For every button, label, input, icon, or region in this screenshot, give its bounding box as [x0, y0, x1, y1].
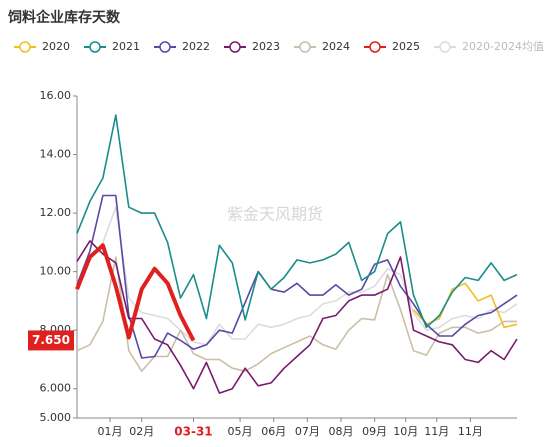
legend-marker [229, 41, 241, 53]
x-tick-label: 11月 [424, 425, 449, 438]
y-tick-label: 6.000 [40, 382, 72, 395]
x-tick-label: 08月 [329, 425, 354, 438]
legend-marker [369, 41, 381, 53]
legend-item: 2020 [14, 40, 70, 53]
y-tick-label: 12.00 [40, 206, 72, 219]
x-tick-label: 05月 [228, 425, 253, 438]
x-tick-label: 01月 [98, 425, 123, 438]
legend-item: 2021 [84, 40, 140, 53]
chart-title: 饲料企业库存天数 [7, 9, 121, 26]
legend-marker [19, 41, 31, 53]
x-tick-label: 06月 [261, 425, 286, 438]
x-tick-label: 11月 [458, 425, 483, 438]
legend-label: 2021 [112, 40, 140, 53]
legend-label: 2022 [182, 40, 210, 53]
legend-item: 2022 [154, 40, 210, 53]
x-tick-label: 02月 [129, 425, 154, 438]
legend-marker [159, 41, 171, 53]
x-tick-label: 07月 [295, 425, 320, 438]
legend-label: 2024 [322, 40, 350, 53]
legend-marker [439, 41, 451, 53]
series-line [76, 206, 518, 346]
legend-label: 2025 [392, 40, 420, 53]
x-tick-label: 10月 [393, 425, 418, 438]
legend-marker [89, 41, 101, 53]
x-tick-label: 09月 [362, 425, 387, 438]
legend-item: 2023 [224, 40, 280, 53]
legend-label: 2023 [252, 40, 280, 53]
y-tick-label: 10.00 [40, 265, 72, 278]
legend-label: 2020-2024均值 [462, 40, 544, 53]
series-line [76, 114, 518, 329]
series-line [76, 240, 518, 394]
y-tick-label: 5.000 [40, 411, 72, 424]
legend-item: 2025 [364, 40, 420, 53]
legend-item: 2020-2024均值 [434, 40, 544, 53]
value-label-box [28, 330, 74, 351]
series-line [75, 243, 196, 342]
value-label: 7.650 [32, 333, 70, 347]
watermark: 紫金天风期货 [227, 205, 323, 224]
legend-item: 2024 [294, 40, 350, 53]
series-line [76, 194, 518, 359]
legend-label: 2020 [42, 40, 70, 53]
x-tick-label: 03-31 [174, 425, 212, 439]
series-line [76, 256, 517, 372]
legend-marker [299, 41, 311, 53]
y-tick-label: 14.00 [40, 148, 72, 161]
y-tick-label: 16.00 [40, 89, 72, 102]
